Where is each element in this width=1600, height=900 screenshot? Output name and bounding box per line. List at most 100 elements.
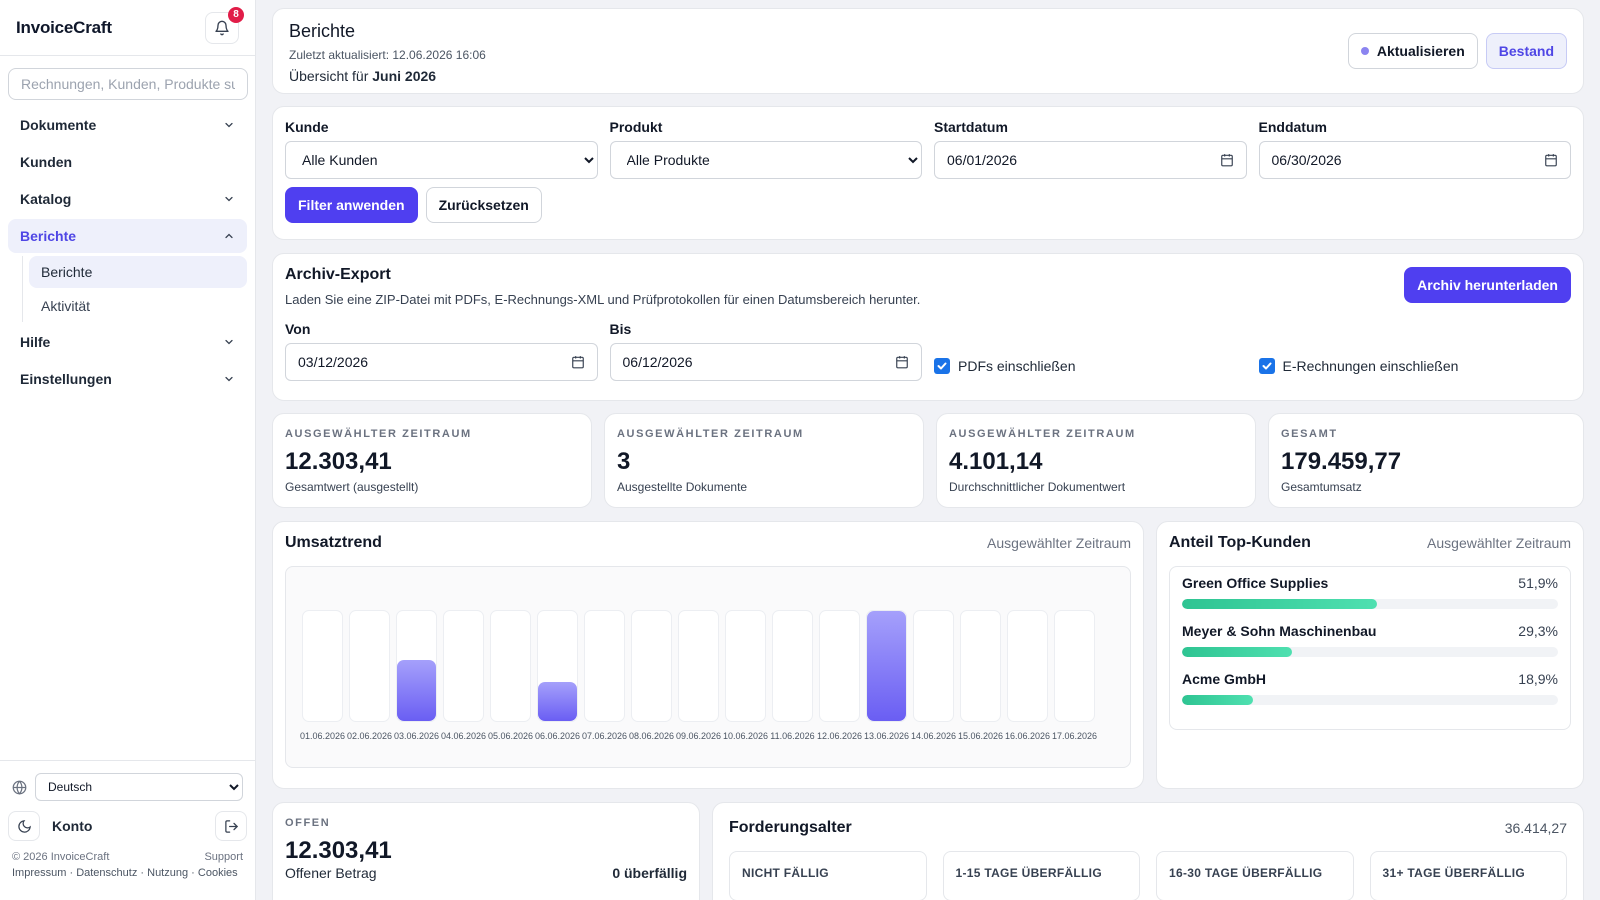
nav-item-einstellungen[interactable]: Einstellungen — [8, 362, 247, 396]
customer-share-item[interactable]: Acme GmbH 18,9% — [1182, 671, 1558, 705]
nav-item-label: Hilfe — [20, 334, 51, 350]
nav-item-dokumente[interactable]: Dokumente — [8, 108, 247, 142]
reset-filter-button[interactable]: Zurücksetzen — [425, 187, 542, 223]
include-einvoices-checkbox[interactable]: E-Rechnungen einschließen — [1258, 351, 1572, 381]
chart-bar-track[interactable] — [1007, 610, 1048, 722]
nav-item-kunden[interactable]: Kunden — [8, 145, 247, 179]
customer-share: 29,3% — [1518, 623, 1558, 639]
theme-toggle-button[interactable] — [8, 811, 40, 841]
share-progress-fill — [1182, 647, 1293, 657]
chart-bar-track[interactable] — [819, 610, 860, 722]
search-input[interactable] — [8, 68, 248, 100]
nav-item-hilfe[interactable]: Hilfe — [8, 325, 247, 359]
chart-bar-track[interactable] — [490, 610, 531, 722]
chart-x-tick-label: 09.06.2026 — [675, 731, 722, 741]
moon-icon — [17, 819, 31, 833]
nav-item-label: Kunden — [20, 154, 73, 170]
overview-prefix: Übersicht für — [289, 68, 369, 84]
refresh-button[interactable]: Aktualisieren — [1347, 33, 1478, 69]
overdue-count: 0 überfällig — [612, 865, 687, 881]
kpi-description: Gesamtumsatz — [1281, 480, 1362, 494]
logout-button[interactable] — [215, 811, 247, 841]
end-date-input[interactable]: 06/30/2026 — [1258, 141, 1571, 179]
start-date-value: 06/01/2026 — [947, 152, 1018, 168]
chart-x-tick-label: 16.06.2026 — [1004, 731, 1051, 741]
account-link[interactable]: Konto — [52, 818, 93, 834]
to-date-input[interactable]: 06/12/2026 — [609, 343, 922, 381]
footer-separator: · — [188, 867, 198, 879]
nav-item-katalog[interactable]: Katalog — [8, 182, 247, 216]
kpi-card-average-value: AUSGEWÄHLTER ZEITRAUM 4.101,14 Durchschn… — [936, 413, 1256, 508]
from-date-input[interactable]: 03/12/2026 — [285, 343, 598, 381]
globe-icon — [12, 780, 27, 795]
chart-bar-track[interactable] — [725, 610, 766, 722]
chart-bar-track[interactable] — [960, 610, 1001, 722]
include-pdfs-checkbox[interactable]: PDFs einschließen — [934, 351, 1247, 381]
customer-share-item[interactable]: Green Office Supplies 51,9% — [1182, 575, 1558, 609]
share-progress-bar — [1182, 599, 1558, 609]
nav-item-label: Einstellungen — [20, 371, 112, 387]
chart-bar-track[interactable] — [537, 610, 578, 722]
kpi-value: 12.303,41 — [285, 448, 392, 475]
chart-x-tick-label: 05.06.2026 — [487, 731, 534, 741]
chart-bar-track[interactable] — [584, 610, 625, 722]
aging-bucket-16-30: 16-30 TAGE ÜBERFÄLLIG — [1156, 851, 1354, 900]
chart-bar-track[interactable] — [678, 610, 719, 722]
account-row: Konto — [0, 801, 255, 841]
nav-item-label: Dokumente — [20, 117, 97, 133]
chart-bar-track[interactable] — [396, 610, 437, 722]
chart-bar-track[interactable] — [349, 610, 390, 722]
cookies-link[interactable]: Cookies — [197, 867, 238, 879]
app-logo[interactable]: InvoiceCraft — [16, 17, 112, 37]
chart-bar-track[interactable] — [913, 610, 954, 722]
archive-export-title: Archiv-Export — [285, 266, 391, 283]
calendar-icon[interactable] — [1544, 153, 1558, 167]
to-date-label: Bis — [609, 321, 632, 337]
calendar-icon[interactable] — [895, 355, 909, 369]
chevron-up-icon — [225, 233, 233, 239]
stock-button[interactable]: Bestand — [1485, 33, 1567, 69]
customer-label: Kunde — [285, 119, 329, 135]
impressum-link[interactable]: Impressum — [12, 867, 67, 879]
brand-row: InvoiceCraft 8 — [0, 0, 255, 56]
filter-panel: Kunde Alle Kunden Produkt Alle Produkte … — [272, 106, 1584, 240]
top-customers-card: Anteil Top-Kunden Ausgewählter Zeitraum … — [1156, 521, 1584, 789]
include-pdfs-label: PDFs einschließen — [958, 358, 1076, 374]
subnav-item-aktivitaet[interactable]: Aktivität — [41, 298, 91, 314]
start-date-label: Startdatum — [934, 119, 1008, 135]
chart-x-tick-label: 08.06.2026 — [628, 731, 675, 741]
sidebar-footer: © 2026 InvoiceCraft Support Impressum · … — [0, 841, 255, 879]
customer-select[interactable]: Alle Kunden — [285, 141, 598, 179]
nav-item-berichte[interactable]: Berichte — [8, 219, 247, 253]
chart-bar-track[interactable] — [772, 610, 813, 722]
refresh-label: Aktualisieren — [1376, 43, 1465, 59]
support-link[interactable]: Support — [204, 851, 243, 863]
chart-bar-track[interactable] — [302, 610, 343, 722]
chart-x-tick-label: 17.06.2026 — [1051, 731, 1098, 741]
customer-share-item[interactable]: Meyer & Sohn Maschinenbau 29,3% — [1182, 623, 1558, 657]
nutzung-link[interactable]: Nutzung — [147, 867, 189, 879]
aging-bucket-not-due: NICHT FÄLLIG — [729, 851, 927, 900]
aging-bucket-31-plus: 31+ TAGE ÜBERFÄLLIG — [1369, 851, 1567, 900]
notifications-button[interactable]: 8 — [205, 6, 244, 44]
chart-bar-track[interactable] — [1054, 610, 1095, 722]
customer-share-list: Green Office Supplies 51,9% Meyer & Sohn … — [1169, 566, 1571, 730]
product-select[interactable]: Alle Produkte — [609, 141, 922, 179]
datenschutz-link[interactable]: Datenschutz — [76, 867, 138, 879]
chart-x-tick-label: 06.06.2026 — [534, 731, 581, 741]
chart-bar-track[interactable] — [866, 610, 907, 722]
subnav-item-berichte[interactable]: Berichte — [29, 256, 247, 288]
apply-filter-button[interactable]: Filter anwenden — [285, 187, 418, 223]
share-progress-bar — [1182, 695, 1558, 705]
submenu-berichte: Berichte Aktivität — [22, 256, 247, 322]
checkbox-checked-icon[interactable] — [1258, 358, 1275, 374]
calendar-icon[interactable] — [1220, 153, 1234, 167]
checkbox-checked-icon[interactable] — [934, 358, 950, 374]
calendar-icon[interactable] — [571, 355, 585, 369]
start-date-input[interactable]: 06/01/2026 — [934, 141, 1247, 179]
language-select[interactable]: Deutsch — [35, 773, 243, 801]
download-archive-button[interactable]: Archiv herunterladen — [1404, 267, 1571, 303]
include-einvoices-label: E-Rechnungen einschließen — [1282, 358, 1459, 374]
chart-bar-track[interactable] — [443, 610, 484, 722]
chart-bar-track[interactable] — [631, 610, 672, 722]
